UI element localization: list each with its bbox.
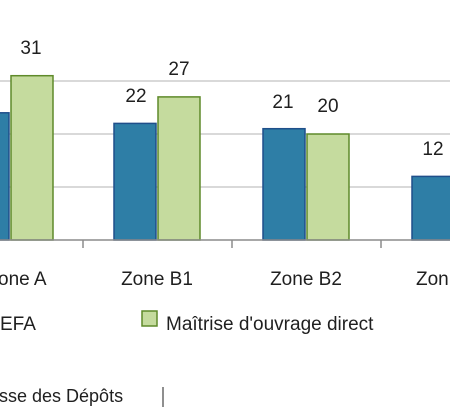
value-label-efa-zone-c: 12 [422, 139, 443, 160]
bar-moa-zone-b1 [157, 96, 201, 241]
value-label-moa-zone-b2: 20 [317, 96, 338, 117]
bars [0, 74, 450, 241]
bar-moa-zone-b2 [306, 133, 350, 241]
x-tick-label-zone-a: one A [0, 269, 47, 290]
x-tick-label-zone-b2: Zone B2 [270, 269, 342, 290]
bar-efa-zone-b2 [262, 127, 306, 241]
source-text: sse des Dépôts [0, 386, 123, 406]
value-label-efa-zone-b2: 21 [272, 92, 293, 113]
x-tick-label-zone-c: Zon [416, 269, 449, 290]
value-label-moa-zone-a: 31 [20, 38, 41, 59]
bar-efa-zone-a [0, 112, 10, 241]
bar-efa-zone-b1 [113, 122, 157, 241]
x-tick-label-zone-b1: Zone B1 [121, 269, 193, 290]
x-ticks [82, 240, 382, 248]
bar-efa-zone-c [411, 175, 450, 241]
gridlines [0, 80, 450, 188]
legend-label-efa: EFA [0, 314, 36, 335]
bar-moa-zone-a [10, 74, 54, 241]
legend-label-moa: Maîtrise d'ouvrage direct [166, 314, 374, 335]
value-label-efa-zone-b1: 22 [125, 86, 146, 107]
value-label-moa-zone-b1: 27 [168, 59, 189, 80]
legend-swatch-moa [141, 310, 158, 327]
